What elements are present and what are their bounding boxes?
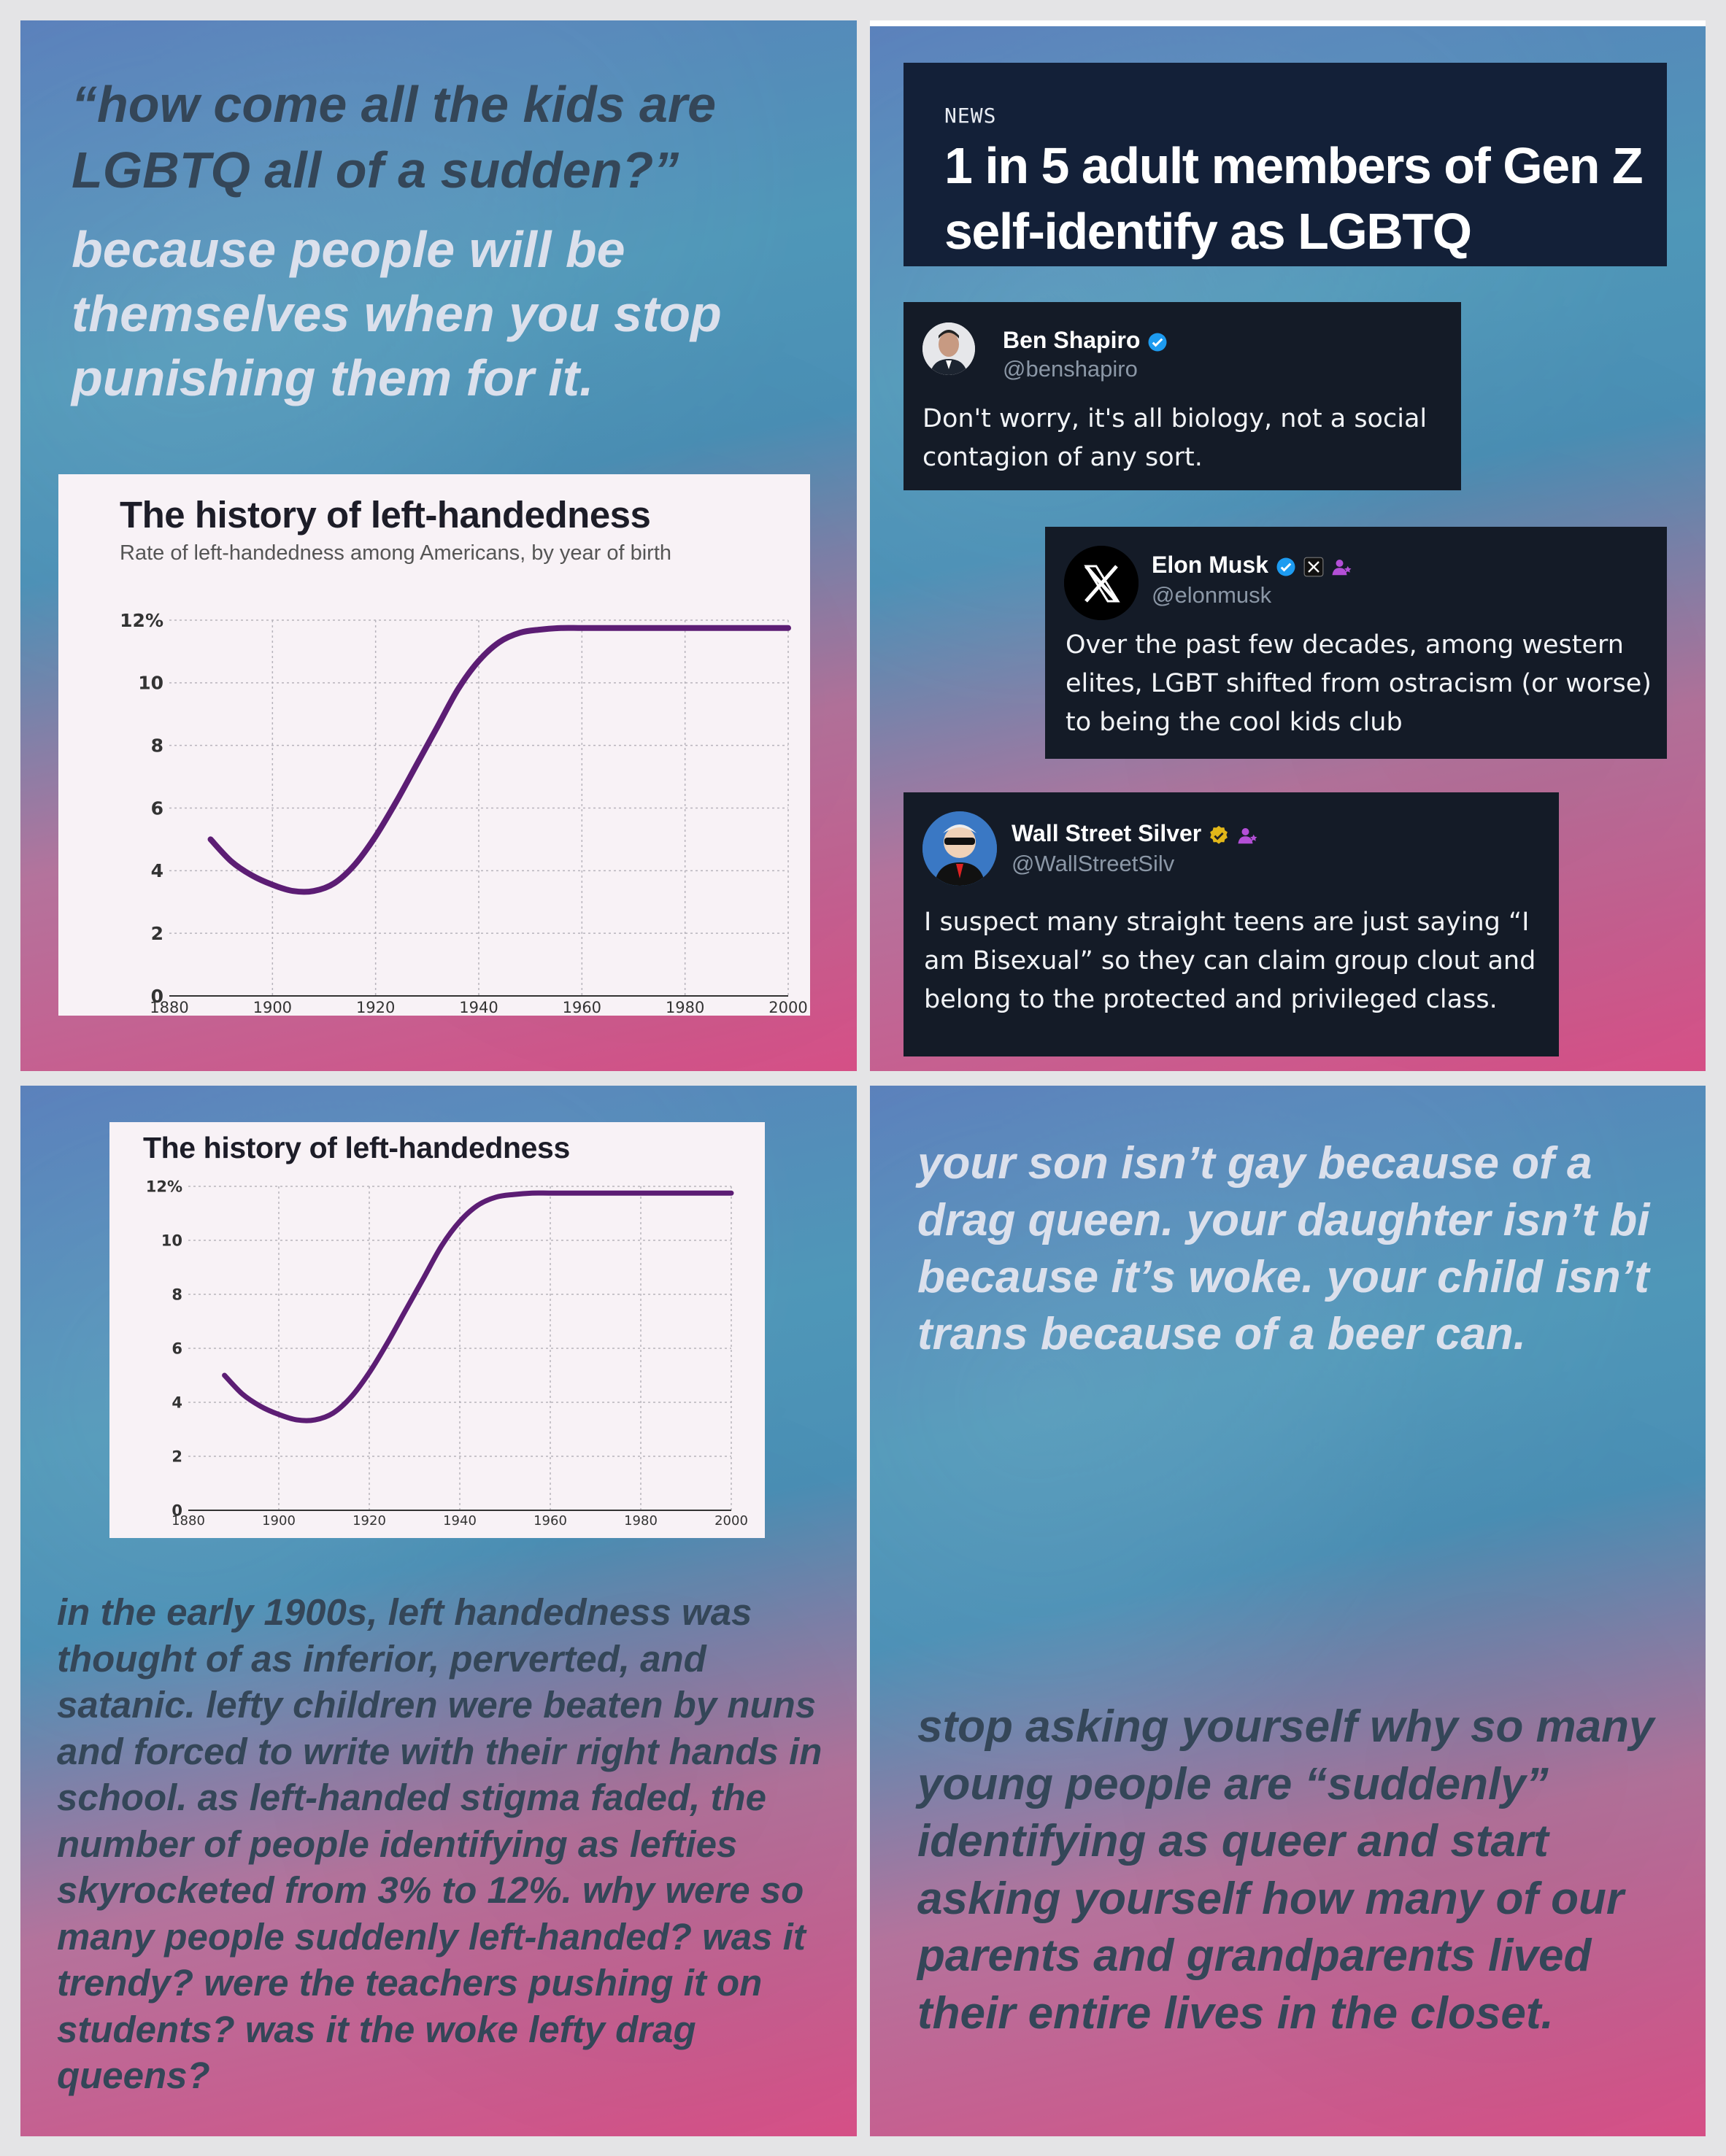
y-tick-label: 10: [161, 1232, 182, 1249]
tweet-handle[interactable]: @elonmusk: [1152, 582, 1272, 608]
avatar[interactable]: [1064, 546, 1139, 620]
x-tick-label: 1940: [443, 1513, 477, 1529]
tweet-text: I suspect many straight teens are just s…: [924, 908, 1536, 1014]
panel-bottom-right: your son isn’t gay because of a drag que…: [870, 1086, 1706, 2136]
author-name-text: Elon Musk: [1152, 552, 1269, 578]
y-tick-label: 2: [172, 1448, 182, 1465]
verified-gold-badge-icon: [1210, 825, 1228, 844]
tweet-handle[interactable]: @benshapiro: [1003, 356, 1138, 382]
body-text: in the early 1900s, left handedness was …: [57, 1591, 822, 2096]
panel-bottom-left: The history of left-handedness 1880 1900 1…: [20, 1086, 857, 2136]
chart-card-large: The history of left-handedness Rate of l…: [58, 474, 810, 1016]
y-tick-label: 4: [151, 860, 163, 881]
top-divider: [870, 20, 1706, 26]
chart-subtitle: Rate of left-handedness among Americans,…: [120, 541, 672, 565]
tweet-text: Over the past few decades, among western…: [1066, 630, 1652, 737]
x-tick-label: 1960: [533, 1513, 567, 1529]
x-tick-label: 1920: [352, 1513, 386, 1529]
news-headline: 1 in 5 adult members of Gen Z self-ident…: [944, 137, 1644, 260]
panel-top-left: “how come all the kids are LGBTQ all of …: [20, 20, 857, 1071]
y-tick-label: 12%: [146, 1178, 182, 1195]
y-tick-label: 6: [172, 1340, 182, 1357]
quote-text: “how come all the kids are LGBTQ all of …: [72, 76, 717, 198]
affiliate-person-icon: [1332, 559, 1352, 575]
tweet-handle[interactable]: @WallStreetSilv: [1012, 851, 1175, 876]
series-line: [207, 625, 791, 895]
chart-title: The history of left-handedness: [120, 494, 651, 536]
y-tick-label: 10: [138, 673, 163, 694]
tweet-card[interactable]: Wall Street Silver @WallStreetSilv I sus…: [904, 792, 1559, 1056]
line-chart-large: 1880 1900 1920 1940 1960 1980 2000 0 2 4 6 8 10 12%: [120, 610, 808, 1016]
panel-top-right: NEWS 1 in 5 adult members of Gen Z self-…: [870, 20, 1706, 1071]
chart-title: The history of left-handedness: [143, 1131, 570, 1164]
x-tick-label: 1900: [262, 1513, 296, 1529]
line-chart-small: 1880 1900 1920 1940 1960 1980 2000 0 2 4 6 8 10 12%: [146, 1178, 748, 1529]
y-tick-label: 0: [172, 1502, 182, 1519]
tweet-text: Don't worry, it's all biology, not a soc…: [922, 404, 1428, 472]
cartoon-avatar-icon: [922, 811, 997, 886]
tweet-author-name: Elon Musk: [1152, 552, 1352, 579]
top-text: your son isn’t gay because of a drag que…: [917, 1138, 1650, 1359]
y-tick-label: 4: [172, 1394, 182, 1411]
x-tick-label: 2000: [768, 999, 807, 1016]
x-tick-label: 1940: [459, 999, 498, 1016]
avatar[interactable]: [922, 322, 975, 375]
x-tick-label: 1920: [356, 999, 395, 1016]
tweet-card[interactable]: Ben Shapiro @benshapiro Don't worry, it'…: [904, 302, 1461, 490]
person-icon: [922, 322, 975, 375]
x-tick-label: 1880: [150, 999, 188, 1016]
tweet-author-name: Wall Street Silver: [1012, 820, 1258, 847]
y-tick-label: 0: [151, 986, 163, 1007]
author-name-text: Ben Shapiro: [1003, 327, 1141, 353]
x-tick-label: 1900: [253, 999, 292, 1016]
y-tick-label: 12%: [120, 610, 163, 631]
chart-card-small: The history of left-handedness 1880 1900 1…: [109, 1122, 765, 1538]
x-affiliate-badge-icon: [1303, 557, 1324, 576]
news-label: NEWS: [944, 104, 997, 128]
avatar[interactable]: [922, 811, 997, 886]
y-tick-label: 8: [151, 735, 163, 756]
tweet-card[interactable]: Elon Musk @elonmusk Over the past few de…: [1045, 527, 1667, 759]
verified-badge-icon: [1276, 557, 1295, 576]
x-tick-label: 1880: [172, 1513, 205, 1529]
answer-text: because people will be themselves when y…: [72, 221, 722, 406]
news-card: NEWS 1 in 5 adult members of Gen Z self-…: [904, 63, 1667, 266]
bottom-text: stop asking yourself why so many young p…: [917, 1701, 1654, 2039]
y-tick-label: 8: [172, 1286, 182, 1303]
tweet-author-name: Ben Shapiro: [1003, 327, 1168, 354]
verified-badge-icon: [1148, 333, 1167, 352]
x-logo-icon: [1064, 546, 1139, 620]
affiliate-person-icon: [1238, 827, 1257, 843]
series-line: [222, 1190, 734, 1423]
x-tick-label: 2000: [714, 1513, 748, 1529]
texture-overlay: [870, 1086, 1706, 2136]
author-name-text: Wall Street Silver: [1012, 820, 1202, 846]
y-tick-label: 6: [151, 797, 163, 819]
x-tick-label: 1980: [666, 999, 704, 1016]
y-tick-label: 2: [151, 923, 163, 944]
x-tick-label: 1980: [624, 1513, 658, 1529]
x-tick-label: 1960: [563, 999, 601, 1016]
